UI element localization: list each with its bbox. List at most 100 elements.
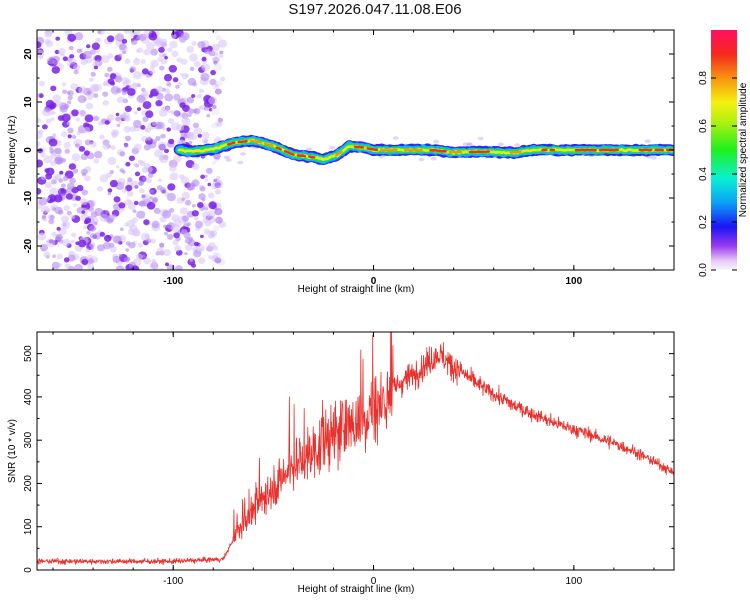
noise-dot — [215, 216, 223, 224]
noise-dot — [433, 139, 440, 144]
noise-dot — [208, 201, 217, 210]
noise-dot — [84, 217, 92, 224]
noise-dot — [157, 57, 163, 62]
noise-dot — [201, 56, 207, 62]
noise-dot — [123, 30, 132, 34]
noise-dot — [128, 242, 136, 249]
noise-dot — [214, 88, 222, 95]
top-y-tick-label: 20 — [23, 48, 34, 60]
noise-dot — [61, 220, 71, 230]
noise-dot — [52, 94, 61, 102]
noise-dot — [43, 155, 53, 164]
noise-dot — [131, 39, 138, 46]
noise-dot — [85, 248, 90, 253]
noise-dot — [189, 53, 198, 62]
noise-dot — [164, 148, 169, 154]
noise-dot — [306, 147, 313, 151]
noise-dot — [214, 208, 223, 216]
noise-dot — [66, 210, 72, 216]
noise-dot — [201, 137, 209, 144]
noise-dot — [49, 187, 59, 196]
noise-dot — [46, 208, 51, 213]
noise-dot — [169, 165, 177, 172]
noise-dot — [164, 56, 168, 60]
noise-dot — [125, 248, 130, 252]
noise-dot — [203, 228, 211, 235]
noise-dot — [125, 161, 131, 167]
noise-dot — [128, 155, 135, 162]
noise-dot — [211, 255, 219, 263]
noise-dot — [84, 175, 91, 182]
noise-dot — [133, 58, 141, 66]
bottom-axis-ticks: -100 0 100 0 100 200 300 400 500 — [23, 331, 674, 587]
noise-dot — [136, 253, 143, 260]
noise-dot — [71, 232, 77, 238]
noise-dot — [75, 195, 81, 201]
noise-dot — [166, 82, 172, 87]
noise-dot — [216, 257, 226, 266]
top-x-tick-label: -100 — [163, 276, 183, 287]
trace-peak — [237, 139, 248, 144]
noise-dot — [61, 113, 71, 122]
noise-dot — [143, 257, 152, 265]
noise-dot — [136, 83, 141, 88]
noise-dot — [62, 56, 68, 62]
noise-dot — [155, 100, 163, 107]
noise-dot — [189, 66, 195, 71]
noise-dot — [142, 116, 149, 122]
noise-dot — [189, 258, 194, 262]
noise-dot — [61, 183, 66, 188]
bottom-plot-frame — [36, 331, 675, 571]
noise-dot — [135, 49, 140, 53]
noise-dot — [59, 170, 64, 175]
noise-dot — [67, 95, 73, 101]
noise-dot — [214, 257, 222, 264]
noise-dot — [430, 156, 437, 161]
noise-dot — [102, 99, 109, 106]
noise-dot — [163, 249, 172, 257]
noise-dot — [106, 217, 114, 224]
noise-dot — [118, 119, 123, 124]
trace-peak — [366, 147, 379, 152]
noise-dot — [76, 48, 82, 54]
noise-dot — [153, 265, 159, 270]
noise-dot — [45, 118, 52, 124]
noise-dot — [212, 56, 220, 63]
noise-dot — [151, 258, 156, 263]
noise-dot — [127, 88, 136, 96]
noise-dot — [158, 108, 168, 117]
noise-dot — [50, 160, 57, 167]
noise-dot — [102, 81, 108, 87]
noise-dot — [67, 100, 72, 105]
noise-dot — [208, 234, 214, 240]
noise-dot — [208, 255, 213, 260]
bottom-y-tick-label: 0 — [23, 567, 34, 573]
noise-dot — [136, 94, 146, 103]
noise-dot — [107, 188, 113, 193]
noise-dot — [169, 172, 179, 181]
noise-dot — [176, 57, 183, 63]
noise-dot — [171, 50, 179, 58]
noise-dot — [184, 244, 192, 251]
noise-dot — [102, 91, 109, 97]
noise-dot — [210, 69, 217, 76]
noise-dot — [192, 122, 199, 129]
colorbar-ticks: 0.0 0.2 0.4 0.6 0.8 — [698, 71, 737, 277]
noise-dot — [124, 105, 132, 112]
noise-dot — [107, 78, 115, 85]
noise-dot — [42, 217, 48, 222]
noise-dot — [65, 193, 73, 200]
noise-dot — [156, 251, 161, 256]
noise-dot — [118, 53, 123, 58]
colorbar-label: Normalized spectral amplitude — [738, 82, 749, 217]
noise-dot — [49, 148, 55, 154]
noise-dot — [109, 179, 118, 188]
noise-dot — [131, 180, 140, 188]
noise-dot — [129, 30, 136, 37]
noise-dot — [37, 93, 40, 98]
noise-dot — [68, 45, 74, 51]
noise-dot — [87, 94, 94, 101]
noise-dot — [168, 64, 177, 73]
noise-dot — [101, 55, 110, 64]
